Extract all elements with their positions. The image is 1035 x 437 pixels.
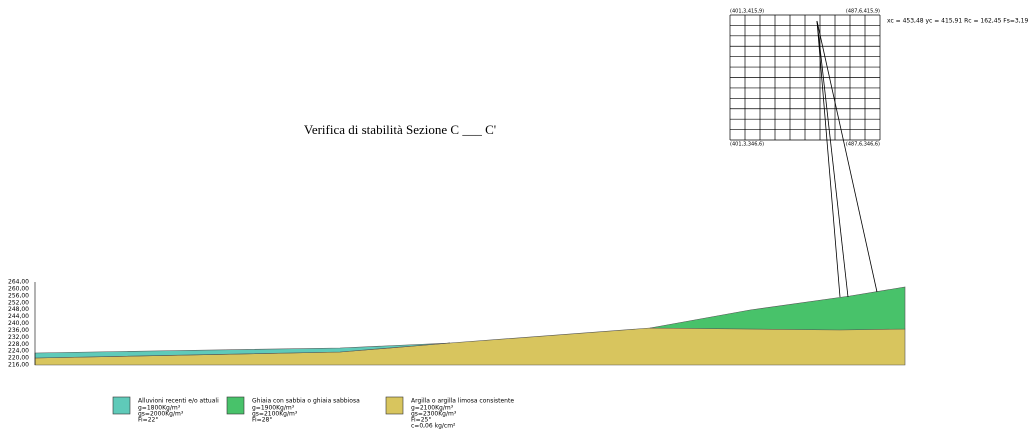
result: xc = 453,48 yc = 415,91 Rc = 162,45 Fs=3…	[887, 18, 1028, 25]
grid-corner-label: (401,3,415,9)	[730, 9, 764, 15]
legend-property: Fi=22°	[138, 417, 158, 424]
slip-line	[816, 20, 878, 293]
y-axis-label: 260,00	[8, 285, 29, 292]
y-axis-label: 232,00	[8, 334, 29, 341]
centre-grid: (401,3,415,9) (487,6,415,9) (401,3,346,6) (…	[729, 9, 881, 148]
y-axis-label: 236,00	[8, 327, 29, 334]
legend-swatch	[226, 396, 245, 415]
legend-property: gs=2300Kg/m³	[411, 411, 457, 418]
y-axis-label: 244,00	[8, 313, 29, 320]
y-axis-labels: 264,00260,00256,00252,00248,00244,00240,…	[8, 279, 29, 369]
y-axis-label: 256,00	[8, 292, 29, 299]
legend-name: Ghiaia con sabbia o ghiaia sabbiosa	[252, 398, 360, 405]
grid-corner-label: (487,6,346,6)	[846, 142, 880, 148]
title: Verifica di stabilità Sezione C ___ C'	[304, 122, 496, 137]
legend-property: gs=2100Kg/m³	[252, 411, 298, 418]
grid-corner-label: (487,6,415,9)	[846, 9, 880, 15]
y-axis-label: 252,00	[8, 299, 29, 306]
legend-swatch	[385, 396, 404, 415]
legend-property: g=1900Kg/m³	[252, 405, 295, 412]
legend-property: gs=2000Kg/m³	[138, 411, 184, 418]
grid-corner-label: (401,3,346,6)	[730, 142, 764, 148]
y-axis-label: 264,00	[8, 279, 29, 286]
legend-name: Alluvioni recenti e/o attuali	[138, 398, 219, 405]
y-axis-label: 248,00	[8, 306, 29, 313]
y-axis-label: 216,00	[8, 362, 29, 369]
legend-property: Fi=25°	[411, 417, 431, 424]
y-axis-label: 224,00	[8, 348, 29, 355]
y-axis-label: 240,00	[8, 320, 29, 327]
legend-property: c=0,06 kg/cm²	[411, 423, 456, 430]
legend-property: g=2100Kg/m³	[411, 405, 454, 412]
legend-property: Fi=28°	[252, 417, 272, 424]
legend-property: g=1800Kg/m³	[138, 405, 181, 412]
y-axis-label: 228,00	[8, 341, 29, 348]
gravel-layer	[649, 286, 906, 331]
y-axis-label: 220,00	[8, 355, 29, 362]
legend-name: Argilla o argilla limosa consistente	[411, 398, 514, 405]
legend-swatch	[112, 396, 131, 415]
legend: Alluvioni recenti e/o attualig=1800Kg/m³…	[112, 396, 514, 430]
